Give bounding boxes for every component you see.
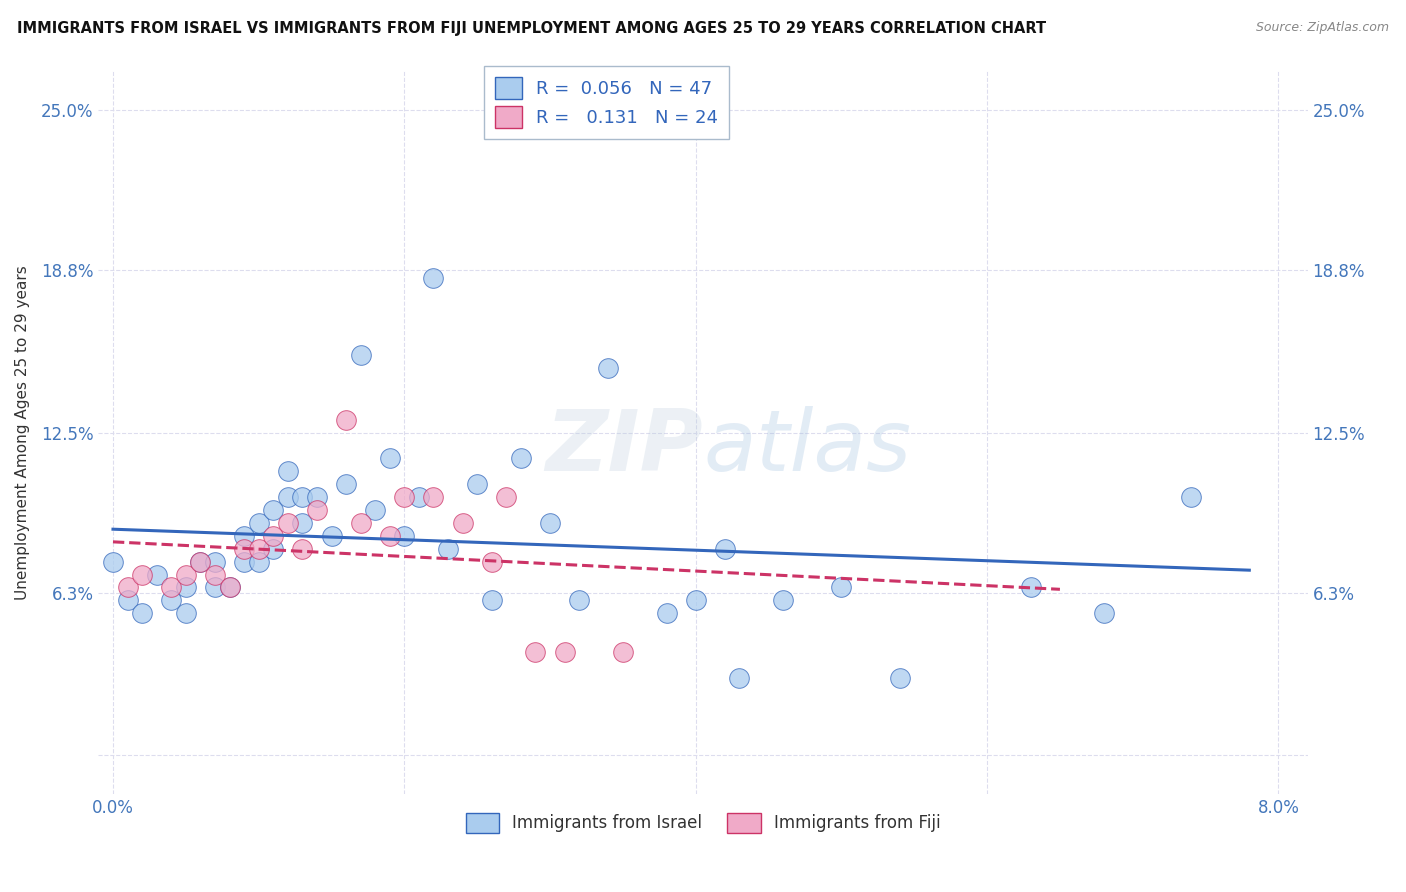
Point	[131, 567, 153, 582]
Point	[655, 607, 678, 621]
Point	[174, 567, 197, 582]
Point	[538, 516, 561, 530]
Point	[117, 581, 139, 595]
Point	[247, 555, 270, 569]
Point	[509, 451, 531, 466]
Point	[422, 270, 444, 285]
Point	[350, 516, 373, 530]
Point	[408, 490, 430, 504]
Point	[262, 541, 284, 556]
Point	[117, 593, 139, 607]
Point	[378, 529, 401, 543]
Point	[437, 541, 460, 556]
Point	[612, 645, 634, 659]
Point	[889, 671, 911, 685]
Point	[394, 529, 416, 543]
Point	[218, 581, 240, 595]
Point	[204, 581, 226, 595]
Point	[291, 490, 314, 504]
Point	[714, 541, 737, 556]
Point	[568, 593, 591, 607]
Text: atlas: atlas	[703, 406, 911, 489]
Point	[422, 490, 444, 504]
Point	[160, 581, 183, 595]
Point	[233, 529, 256, 543]
Point	[101, 555, 124, 569]
Point	[1092, 607, 1115, 621]
Text: Source: ZipAtlas.com: Source: ZipAtlas.com	[1256, 21, 1389, 35]
Point	[218, 581, 240, 595]
Point	[335, 413, 357, 427]
Point	[160, 593, 183, 607]
Point	[321, 529, 343, 543]
Point	[131, 607, 153, 621]
Point	[481, 593, 503, 607]
Point	[305, 490, 328, 504]
Point	[830, 581, 852, 595]
Point	[451, 516, 474, 530]
Point	[1019, 581, 1042, 595]
Point	[190, 555, 212, 569]
Point	[174, 607, 197, 621]
Point	[145, 567, 167, 582]
Point	[204, 567, 226, 582]
Point	[335, 477, 357, 491]
Point	[233, 555, 256, 569]
Point	[394, 490, 416, 504]
Point	[262, 503, 284, 517]
Point	[291, 516, 314, 530]
Point	[262, 529, 284, 543]
Point	[554, 645, 576, 659]
Point	[378, 451, 401, 466]
Point	[277, 464, 299, 478]
Point	[190, 555, 212, 569]
Point	[204, 555, 226, 569]
Point	[481, 555, 503, 569]
Text: ZIP: ZIP	[546, 406, 703, 489]
Point	[772, 593, 794, 607]
Point	[495, 490, 517, 504]
Point	[364, 503, 387, 517]
Point	[305, 503, 328, 517]
Legend: Immigrants from Israel, Immigrants from Fiji: Immigrants from Israel, Immigrants from …	[458, 806, 948, 839]
Point	[174, 581, 197, 595]
Point	[524, 645, 547, 659]
Point	[728, 671, 751, 685]
Point	[277, 516, 299, 530]
Point	[247, 516, 270, 530]
Point	[350, 348, 373, 362]
Y-axis label: Unemployment Among Ages 25 to 29 years: Unemployment Among Ages 25 to 29 years	[15, 265, 30, 600]
Point	[291, 541, 314, 556]
Point	[1180, 490, 1202, 504]
Point	[465, 477, 488, 491]
Point	[233, 541, 256, 556]
Point	[598, 361, 620, 376]
Point	[685, 593, 707, 607]
Point	[277, 490, 299, 504]
Text: IMMIGRANTS FROM ISRAEL VS IMMIGRANTS FROM FIJI UNEMPLOYMENT AMONG AGES 25 TO 29 : IMMIGRANTS FROM ISRAEL VS IMMIGRANTS FRO…	[17, 21, 1046, 37]
Point	[247, 541, 270, 556]
